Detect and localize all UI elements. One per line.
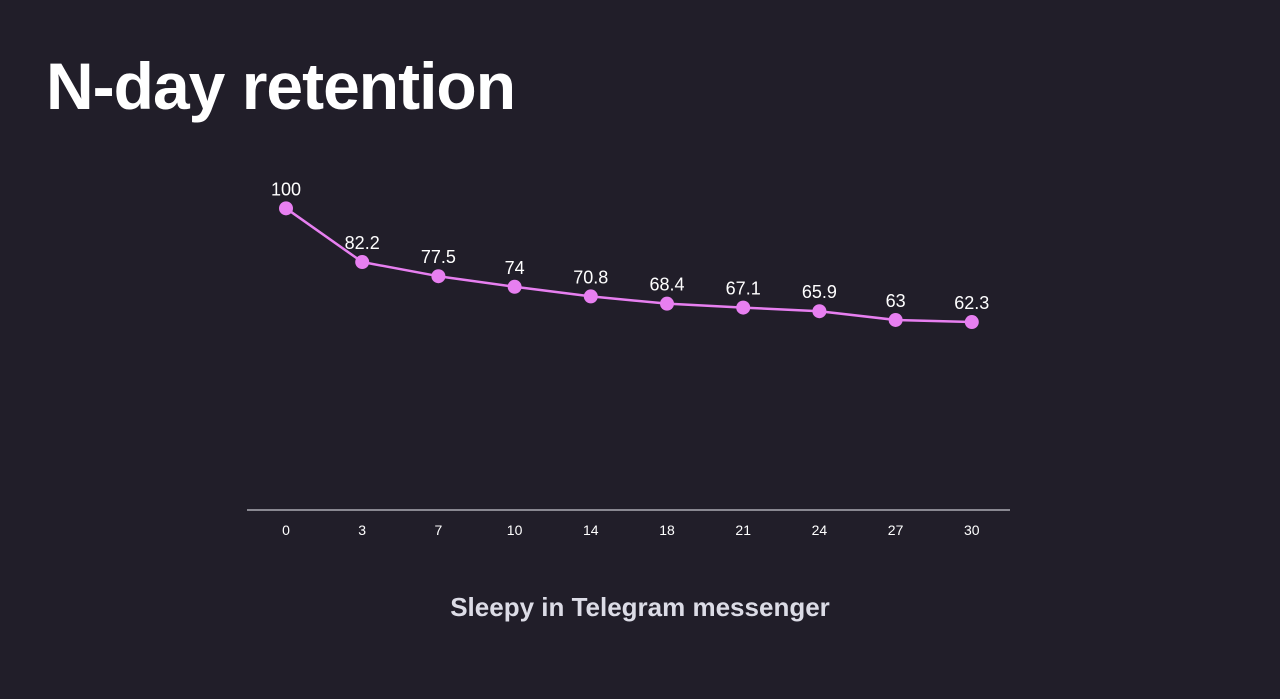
x-tick-label: 14	[583, 522, 599, 538]
x-tick-label: 27	[888, 522, 904, 538]
data-point	[660, 296, 674, 311]
plot-area: 100 82.2 77.5 74 70.8 68.4 67.1 65.9 63 62.3 0 3 7 10…	[247, 179, 1010, 538]
data-label: 65.9	[802, 282, 837, 302]
x-tick-label: 0	[282, 522, 290, 538]
x-tick-label: 18	[659, 522, 675, 538]
x-tick-label: 21	[735, 522, 751, 538]
page-title: N-day retention	[46, 49, 516, 123]
series-line	[285, 207, 972, 324]
data-label: 100	[271, 179, 301, 199]
chart-caption: Sleepy in Telegram messenger	[450, 592, 830, 622]
data-label: 70.8	[573, 267, 608, 287]
data-label: 68.4	[649, 275, 684, 295]
data-label: 82.2	[345, 233, 380, 253]
data-point	[583, 289, 598, 304]
data-label: 77.5	[421, 247, 456, 267]
data-point	[355, 255, 370, 270]
x-tick-label: 30	[964, 522, 980, 538]
data-point	[279, 201, 293, 216]
data-point	[507, 279, 522, 294]
x-tick-label: 3	[358, 522, 366, 538]
data-point	[888, 312, 903, 327]
data-point	[431, 269, 446, 284]
x-tick-label: 24	[812, 522, 828, 538]
data-label: 74	[505, 258, 525, 278]
data-label: 67.1	[726, 279, 761, 299]
data-point	[964, 315, 979, 330]
data-point	[736, 300, 751, 315]
x-tick-label: 7	[435, 522, 443, 538]
data-label: 63	[886, 291, 906, 311]
x-tick-label: 10	[507, 522, 523, 538]
data-point	[812, 304, 827, 319]
data-label: 62.3	[954, 293, 989, 313]
